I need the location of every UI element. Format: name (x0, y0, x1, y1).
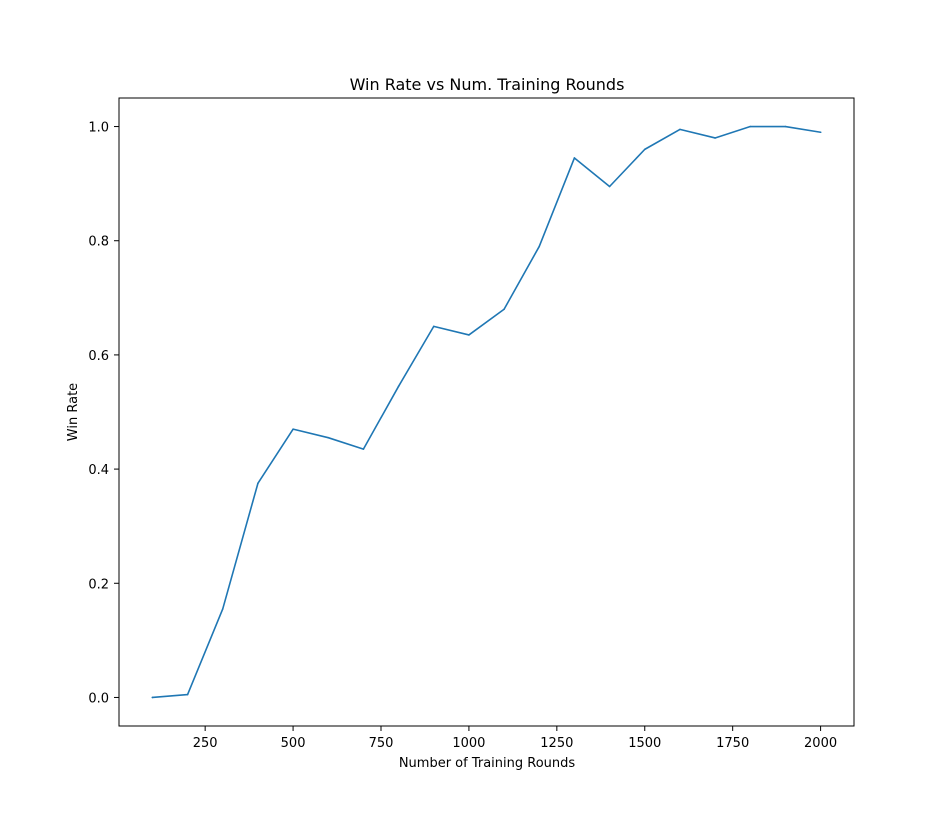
y-tick-label: 0.8 (88, 235, 109, 250)
x-tick-label: 750 (369, 736, 394, 751)
data-point (257, 482, 259, 485)
x-tick-label: 1250 (540, 736, 573, 751)
data-point (679, 128, 681, 131)
data-point (749, 125, 752, 128)
y-tick-label: 0.0 (88, 691, 109, 706)
data-point (151, 696, 154, 699)
data-point (397, 385, 400, 388)
plot-frame (118, 97, 855, 727)
y-tick-label: 0.6 (88, 349, 109, 364)
x-tick-label: 250 (193, 736, 218, 751)
data-point (292, 428, 294, 430)
data-point (643, 148, 646, 151)
x-axis: 250 500 750 1000 1250 1500 1750 2000 (193, 726, 837, 751)
y-tick-label: 0.2 (88, 577, 109, 592)
y-tick-label: 1.0 (88, 121, 109, 136)
series-line (151, 125, 822, 699)
data-points (151, 125, 822, 699)
data-point (503, 308, 505, 311)
y-tick-label: 0.4 (88, 463, 109, 478)
data-point (186, 693, 189, 696)
y-axis-label: Win Rate (66, 383, 81, 441)
x-tick-label: 1500 (628, 736, 661, 751)
data-point (608, 185, 611, 188)
data-point (362, 448, 365, 450)
data-point (221, 608, 224, 610)
data-point (327, 436, 330, 439)
x-tick-label: 500 (281, 736, 306, 751)
data-point (784, 125, 787, 128)
data-point (714, 137, 716, 139)
x-axis-label: Number of Training Rounds (399, 756, 576, 771)
data-point (468, 334, 470, 336)
data-point (573, 157, 576, 159)
data-point (432, 325, 435, 328)
x-tick-label: 1750 (716, 736, 749, 751)
x-tick-label: 2000 (804, 736, 837, 751)
data-point (819, 131, 822, 134)
chart-title: Win Rate vs Num. Training Rounds (350, 75, 625, 94)
data-point (538, 245, 541, 248)
x-tick-label: 1000 (452, 736, 485, 751)
y-axis: 0.0 0.2 0.4 0.6 0.8 1.0 (88, 121, 119, 706)
